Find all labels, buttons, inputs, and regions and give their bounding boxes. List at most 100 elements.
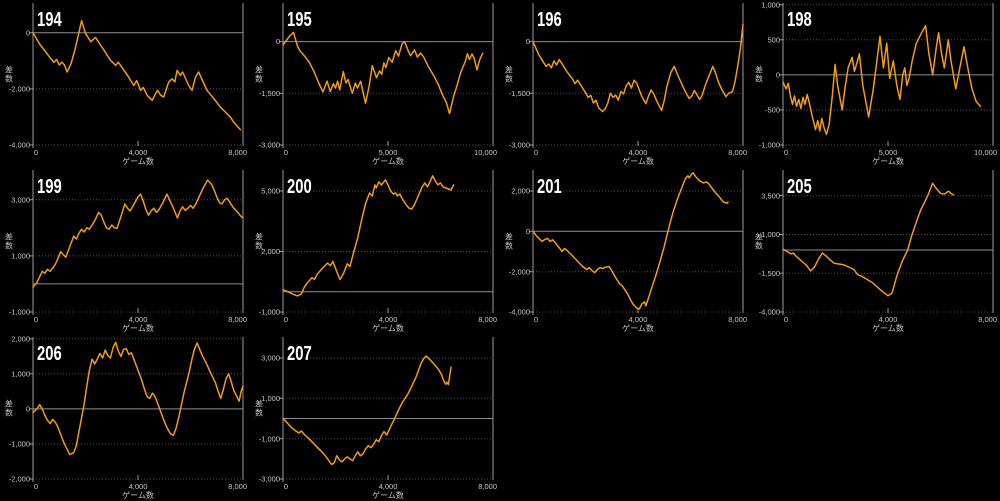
y-tick-label: -4,000 [509,308,530,317]
y-tick-label: 5,000 [261,187,280,196]
x-tick-label: 8,000 [978,315,997,324]
chart-number: 195 [287,8,312,31]
chart-number-group: 194 [36,7,63,32]
x-tick-label: 0 [784,148,788,157]
x-tick-label: 4,000 [129,482,148,491]
y-axis-title: 差 [505,232,513,242]
x-tick-label: 8,000 [228,315,247,324]
x-tick-label: 10,000 [474,148,497,157]
x-tick-label: 0 [34,482,38,491]
y-tick-label: 1,000 [761,230,780,239]
x-axis-title: ゲーム数 [122,323,154,333]
y-tick-label: -1,500 [509,89,530,98]
chart-cell-206: 2,000 1,000 0 -1,000 -2,000 0 4,000 8,000 ゲーム数 差数… [0,334,250,501]
y-axis-title: 数 [255,74,263,84]
data-line [532,23,744,113]
y-tick-label: 1,000 [11,252,30,261]
chart-number: 205 [787,175,812,198]
chart-number-group: 196 [536,7,563,32]
y-axis-title: 差 [255,232,263,242]
x-tick-label: 0 [534,148,538,157]
chart-number: 207 [287,342,312,365]
chart-206: 2,000 1,000 0 -1,000 -2,000 0 4,000 8,000 ゲーム数 差数… [5,334,247,500]
y-tick-label: -1,500 [259,89,280,98]
y-axis-title: 数 [255,241,263,251]
y-axis-title: 数 [505,74,513,84]
y-tick-label: -4,000 [759,308,780,317]
chart-number: 199 [37,175,62,198]
chart-cell-207: 3,000 1,000 -1,000 -3,000 0 4,000 8,000 ゲーム数 差数 2… [250,334,500,501]
y-tick-label: -2,000 [9,85,30,94]
y-tick-label: -1,500 [759,269,780,278]
chart-201: 2,000 0 -2,000 -4,000 0 4,000 8,000 ゲーム数 差数 201 [505,170,747,333]
x-axis-title: ゲーム数 [622,156,654,166]
chart-number: 194 [37,8,62,31]
y-tick-label: 0 [776,71,780,80]
chart-196: 0 -1,500 -3,000 0 4,000 8,000 ゲーム数 差数 196 [505,3,747,166]
x-axis-title: ゲーム数 [372,156,404,166]
chart-number-group: 201 [536,174,563,199]
chart-194: 0 -2,000 -4,000 0 4,000 8,000 ゲーム数 差数 194 [5,3,247,166]
y-tick-label: -4,000 [9,141,30,150]
chart-number-group: 200 [286,174,313,199]
y-tick-label: -1,000 [259,434,280,443]
chart-number-group: 195 [286,7,313,32]
y-tick-label: 1,000 [761,0,780,9]
y-axis-title: 数 [755,74,763,84]
x-tick-label: 0 [784,315,788,324]
chart-cell-200: 5,000 2,000 -1,000 0 4,000 8,000 ゲーム数 差数 200 [250,167,500,334]
x-tick-label: 8,000 [228,148,247,157]
y-tick-label: 0 [276,37,280,46]
y-tick-label: 3,000 [261,354,280,363]
x-tick-label: 0 [34,148,38,157]
x-axis-title: ゲーム数 [372,490,404,500]
y-tick-label: -1,000 [9,308,30,317]
chart-cell-199: 3,000 1,000 -1,000 0 4,000 8,000 ゲーム数 差数 199 [0,167,250,334]
x-tick-label: 8,000 [478,315,497,324]
y-tick-label: 0 [526,37,530,46]
chart-207: 3,000 1,000 -1,000 -3,000 0 4,000 8,000 ゲーム数 差数 2… [255,337,497,500]
y-tick-label: -500 [765,106,780,115]
x-tick-label: 0 [534,315,538,324]
x-axis-title: ゲーム数 [872,156,904,166]
y-tick-label: 2,000 [11,334,30,343]
data-line [282,175,455,297]
x-tick-label: 0 [284,148,288,157]
y-tick-label: 3,500 [761,191,780,200]
y-tick-label: -3,000 [259,141,280,150]
y-axis-title: 数 [755,241,763,251]
x-tick-label: 10,000 [974,148,997,157]
chart-number-group: 205 [786,174,813,199]
x-tick-label: 8,000 [228,482,247,491]
y-tick-label: 1,000 [261,394,280,403]
y-tick-label: -1,000 [759,141,780,150]
y-tick-label: 500 [767,35,780,44]
chart-number-group: 199 [36,174,63,199]
y-tick-label: -3,000 [259,475,280,484]
x-tick-label: 4,000 [379,482,398,491]
x-tick-label: 4,000 [879,315,898,324]
chart-cell-196: 0 -1,500 -3,000 0 4,000 8,000 ゲーム数 差数 196 [500,0,750,167]
x-tick-label: 8,000 [728,148,747,157]
chart-number-group: 207 [286,341,313,366]
y-axis-title: 数 [505,241,513,251]
chart-number-group: 198 [786,7,813,32]
y-axis-title: 数 [255,408,263,418]
data-line [282,31,484,115]
data-line [282,355,452,466]
y-tick-label: 0 [26,28,30,37]
chart-number: 201 [537,175,562,198]
y-tick-label: 0 [26,405,30,414]
y-axis-title: 数 [5,408,13,418]
y-axis-title: 差 [255,65,263,75]
y-axis-title: 差 [255,399,263,409]
y-tick-label: 2,000 [261,247,280,256]
chart-cell-194: 0 -2,000 -4,000 0 4,000 8,000 ゲーム数 差数 194 [0,0,250,167]
x-tick-label: 0 [34,315,38,324]
x-tick-label: 5,000 [879,148,898,157]
y-tick-label: -3,000 [509,141,530,150]
data-line [32,19,242,131]
y-tick-label: -1,000 [259,308,280,317]
y-axis-title: 差 [5,232,13,242]
